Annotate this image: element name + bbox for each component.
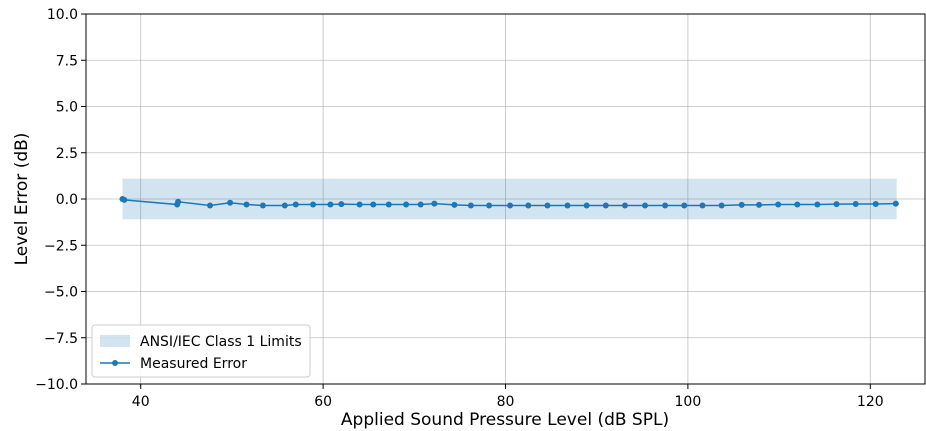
data-point [525, 202, 532, 209]
data-point [403, 201, 410, 208]
data-point [738, 201, 745, 208]
data-point [756, 201, 763, 208]
data-point [370, 201, 377, 208]
x-tick-label: 40 [132, 394, 150, 410]
data-point [872, 200, 879, 207]
x-axis-label: Applied Sound Pressure Level (dB SPL) [341, 410, 669, 430]
y-tick-label: 2.5 [56, 146, 78, 162]
data-point [642, 202, 649, 209]
x-tick-label: 80 [497, 394, 515, 410]
x-tick-label: 100 [675, 394, 702, 410]
legend-band-swatch [100, 335, 130, 347]
data-point [467, 202, 474, 209]
data-point [227, 199, 234, 206]
data-point [207, 202, 214, 209]
class-1-limits-area [122, 178, 897, 220]
data-point [486, 202, 493, 209]
data-point [718, 202, 725, 209]
data-point [175, 198, 182, 205]
legend-series-label: Measured Error [140, 356, 247, 372]
y-tick-label: −7.5 [44, 331, 78, 347]
data-point [243, 201, 250, 208]
data-point [507, 202, 514, 209]
legend-box [91, 324, 311, 378]
data-point [775, 201, 782, 208]
data-point [681, 202, 688, 209]
data-point [451, 201, 458, 208]
data-point [259, 202, 266, 209]
y-tick-label: −5.0 [44, 285, 78, 301]
data-point [892, 200, 899, 207]
legend-band-label: ANSI/IEC Class 1 Limits [140, 334, 302, 350]
data-point [292, 201, 299, 208]
y-tick-label: 0.0 [56, 192, 78, 208]
data-point [310, 201, 317, 208]
data-point [699, 202, 706, 209]
data-point [327, 201, 334, 208]
data-point [431, 200, 438, 207]
y-tick-label: 5.0 [56, 100, 78, 116]
data-point [121, 196, 128, 203]
y-tick-label: 7.5 [56, 53, 78, 69]
data-point [281, 202, 288, 209]
data-point [338, 201, 345, 208]
x-tick-label: 120 [857, 394, 884, 410]
data-point [356, 201, 363, 208]
data-point [621, 202, 628, 209]
y-axis-ticks: 10.0 7.5 5.0 2.5 0.0 −2.5 −5.0 −7.5 −10.0 [35, 7, 86, 393]
data-point [583, 202, 590, 209]
data-point [564, 202, 571, 209]
y-axis-label: Level Error (dB) [12, 133, 32, 266]
class-1-limits-band [122, 178, 897, 220]
x-axis-ticks: 40 60 80 100 120 [132, 384, 884, 410]
data-point [385, 201, 392, 208]
y-tick-label: −2.5 [44, 238, 78, 254]
data-point [544, 202, 551, 209]
legend: ANSI/IEC Class 1 Limits Measured Error [91, 324, 311, 378]
legend-series-marker [112, 360, 118, 366]
data-point [662, 202, 669, 209]
data-point [794, 201, 801, 208]
data-point [417, 201, 424, 208]
data-point [814, 201, 821, 208]
measured-error-series [119, 196, 899, 209]
x-tick-label: 60 [314, 394, 332, 410]
data-point [602, 202, 609, 209]
y-tick-label: −10.0 [35, 377, 78, 393]
y-tick-label: 10.0 [47, 7, 78, 23]
data-point [852, 200, 859, 207]
data-point [833, 201, 840, 208]
